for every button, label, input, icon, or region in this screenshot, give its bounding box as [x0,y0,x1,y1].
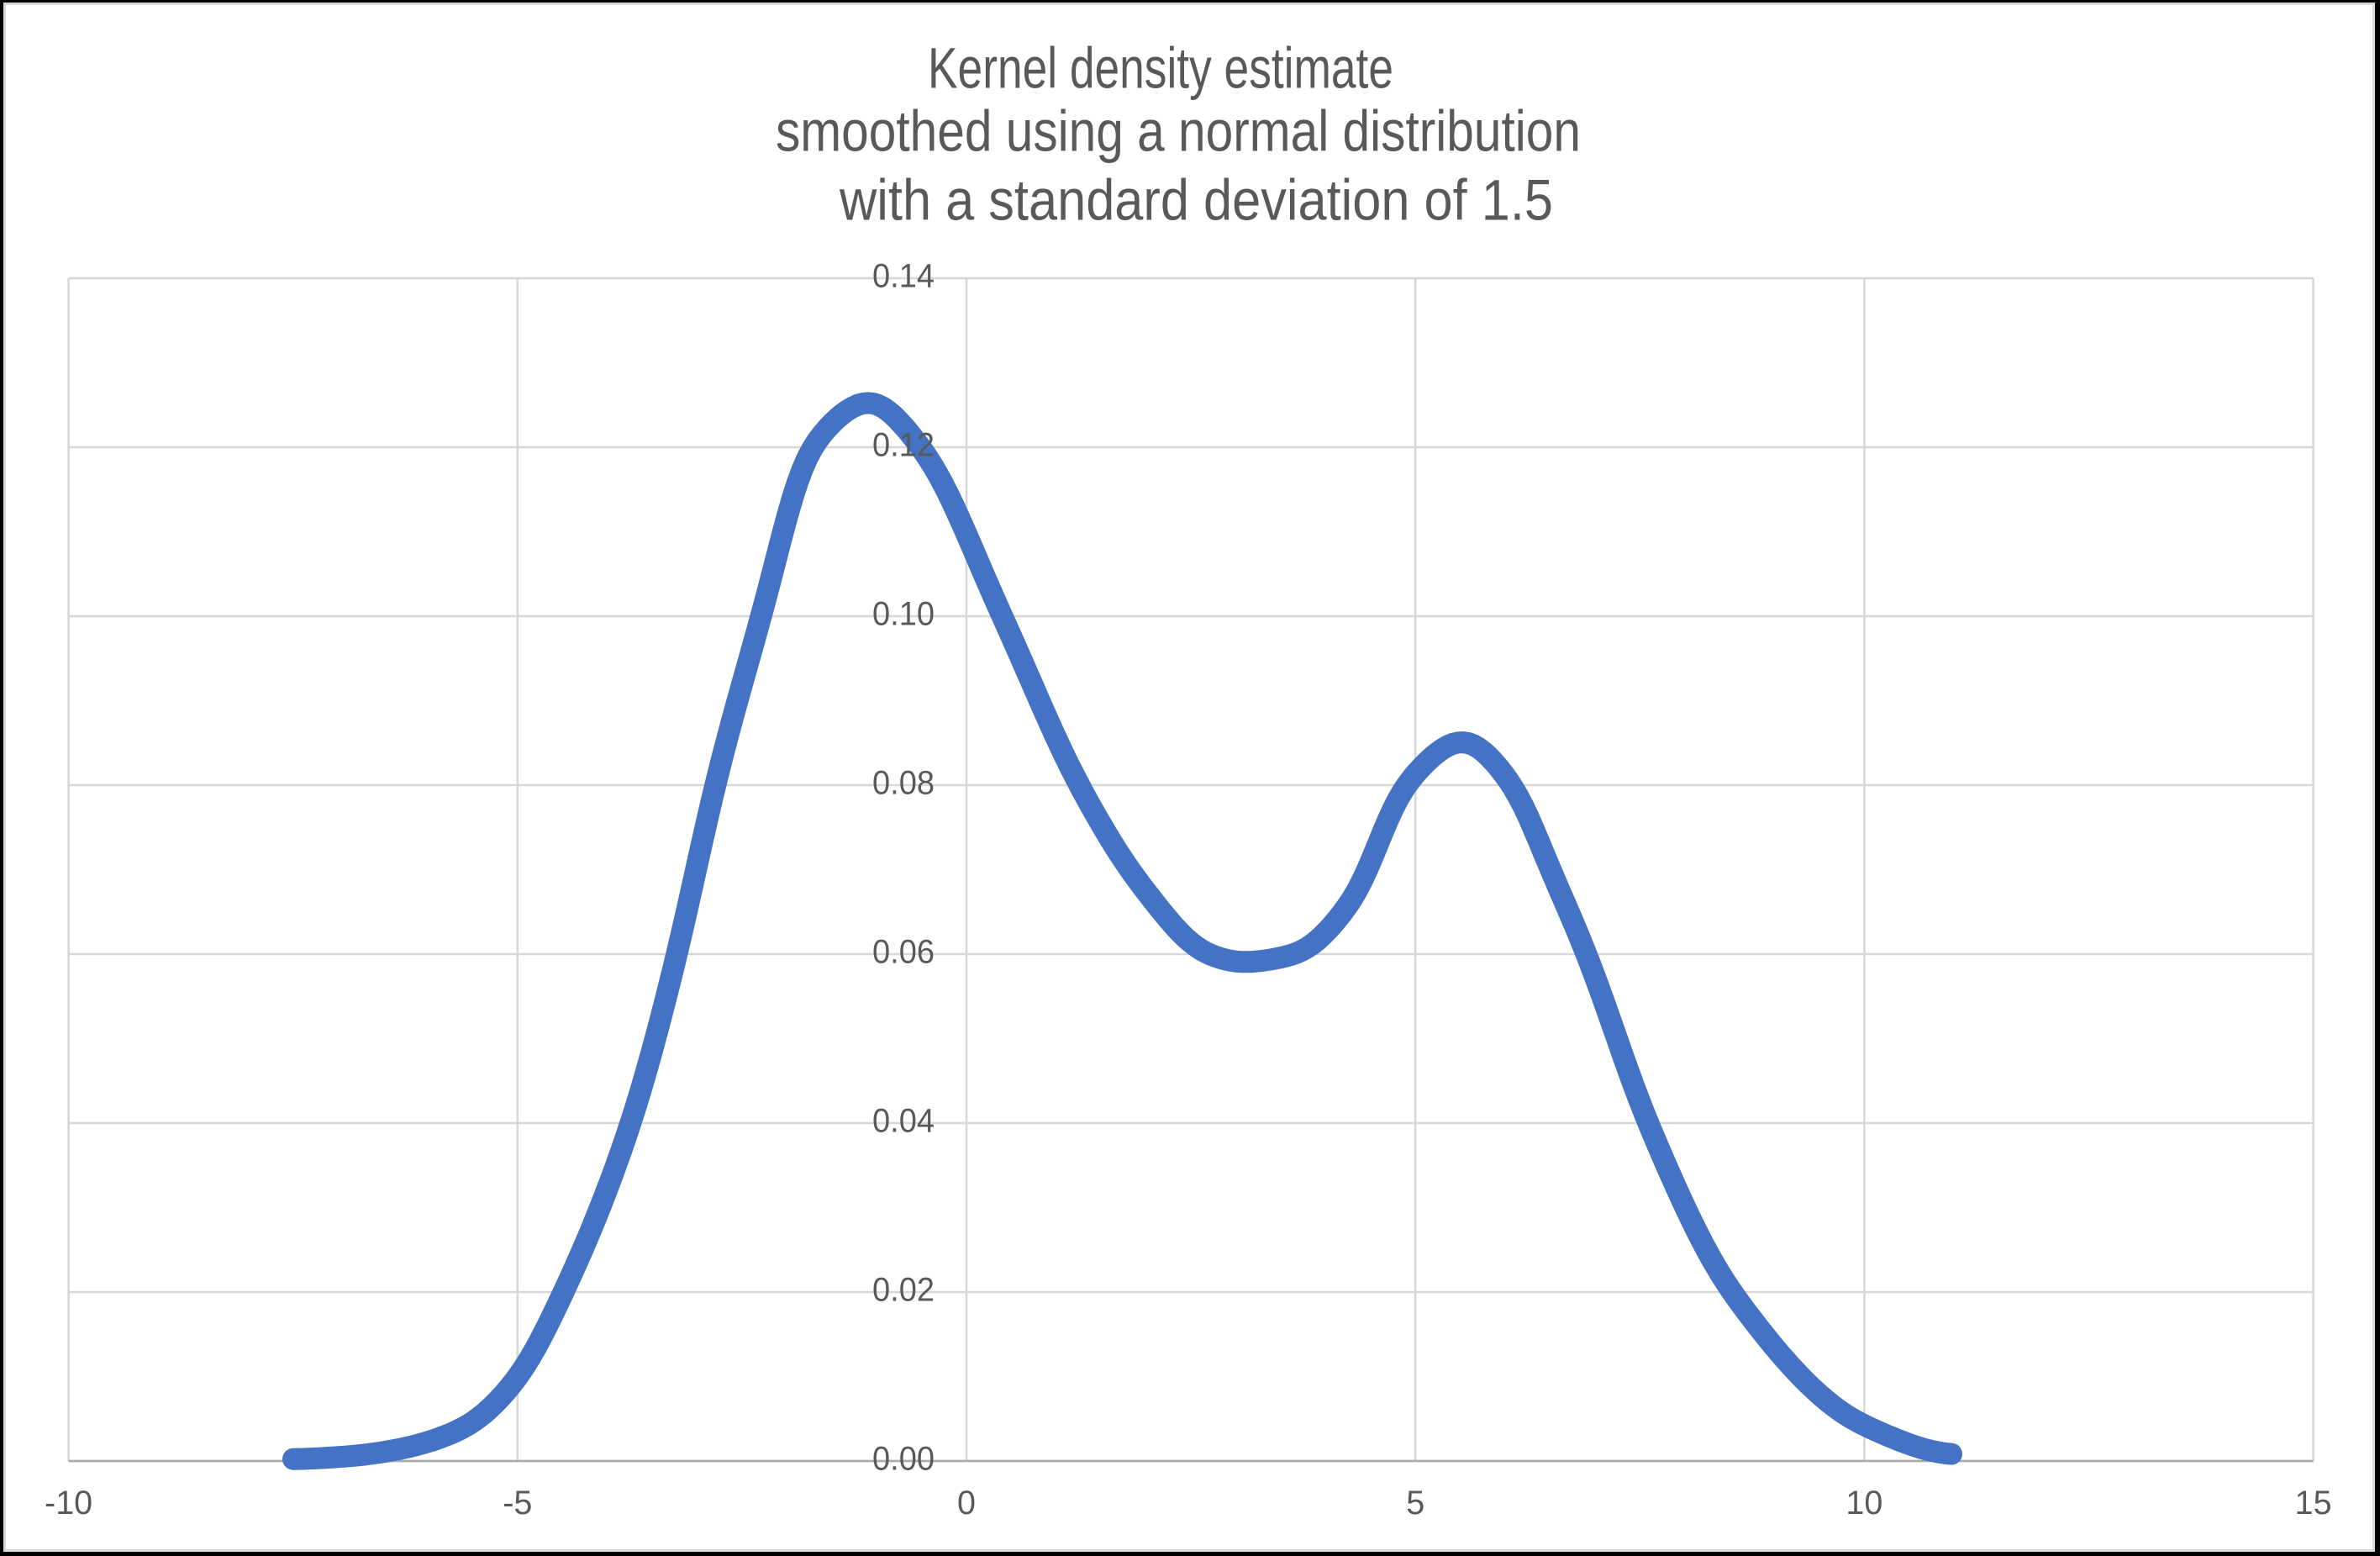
svg-text:0: 0 [957,1485,976,1522]
svg-text:-5: -5 [503,1485,532,1522]
svg-text:0.10: 0.10 [872,596,935,633]
svg-text:0.02: 0.02 [872,1272,935,1309]
svg-text:smoothed using a normal distri: smoothed using a normal distribution [776,99,1581,164]
svg-text:15: 15 [2295,1485,2332,1522]
svg-text:10: 10 [1846,1485,1882,1522]
svg-text:0.06: 0.06 [872,934,935,971]
svg-text:-10: -10 [45,1485,92,1522]
svg-text:0.00: 0.00 [872,1441,935,1478]
svg-text:5: 5 [1406,1485,1424,1522]
svg-text:with a standard deviation of 1: with a standard deviation of 1.5 [839,168,1553,233]
svg-text:0.14: 0.14 [872,258,935,295]
svg-text:0.04: 0.04 [872,1103,935,1140]
svg-text:0.08: 0.08 [872,765,935,802]
svg-text:0.12: 0.12 [872,427,935,464]
svg-text:Kernel density estimate: Kernel density estimate [928,36,1393,101]
